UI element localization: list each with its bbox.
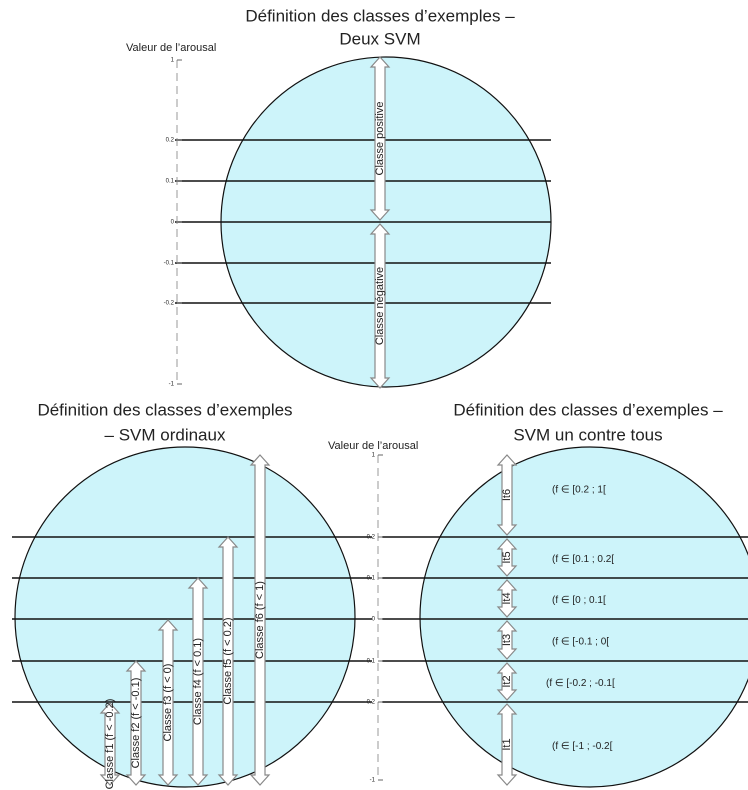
- circle: [419, 446, 748, 788]
- tick-label: 0.2: [367, 535, 376, 541]
- tick-label: -0.2: [365, 700, 376, 706]
- tick-label: -1: [370, 778, 376, 784]
- axis-label: Valeur de l’arousal: [126, 42, 216, 54]
- title-line: Deux SVM: [339, 29, 420, 48]
- interval-label: (f ∈ [-0.1 ; 0[: [552, 637, 609, 648]
- double-arrow: [187, 577, 209, 786]
- tick-label: 0: [171, 220, 175, 226]
- double-arrow: [496, 620, 518, 660]
- tick-label: 0: [372, 617, 376, 623]
- double-arrow: [369, 56, 391, 221]
- tick-label: -0.2: [164, 301, 175, 307]
- double-arrow: [125, 660, 147, 786]
- title-line: – SVM ordinaux: [105, 425, 226, 444]
- double-arrow: [496, 454, 518, 536]
- interval-label: (f ∈ [0 ; 0.1[: [552, 595, 606, 606]
- tick-label: -0.1: [164, 261, 175, 267]
- arrow-label: It6: [501, 489, 513, 501]
- tick-label: 1: [372, 453, 376, 459]
- arrow-label: Classe négative: [374, 267, 386, 345]
- double-arrow: [496, 662, 518, 701]
- tick-label: 0.1: [367, 576, 376, 582]
- double-arrow: [496, 538, 518, 577]
- interval-label: (f ∈ [0.1 ; 0.2[: [552, 554, 614, 565]
- double-arrow: [369, 223, 391, 389]
- arrow-label: Classe f2 (f < -0.1): [130, 678, 142, 769]
- arrow-label: Classe f1 (f < -0.2): [104, 699, 116, 790]
- interval-label: (f ∈ [-1 ; -0.2[: [552, 741, 613, 752]
- tick-label: -0.1: [365, 659, 376, 665]
- interval-label: (f ∈ [-0.2 ; -0.1[: [546, 678, 615, 689]
- arrow-label: Classe f3 (f < 0): [162, 664, 174, 742]
- double-arrow: [99, 702, 121, 786]
- arrow-label: It4: [501, 592, 513, 604]
- double-arrow: [157, 619, 179, 786]
- arrow-label: It1: [501, 738, 513, 750]
- tick-label: 0.2: [166, 138, 175, 144]
- arrow-label: Classe f6 (f < 1): [254, 581, 266, 659]
- arrow-label: It3: [501, 634, 513, 646]
- tick-label: -1: [169, 382, 175, 388]
- arrow-label: Classe f5 (f < 0.2): [222, 617, 234, 704]
- arrow-label: It5: [501, 551, 513, 563]
- tick-label: 0.1: [166, 179, 175, 185]
- title-line: Définition des classes d’exemples –: [245, 6, 515, 25]
- arrow-label: It2: [501, 675, 513, 687]
- double-arrow: [249, 454, 271, 786]
- double-arrow: [496, 579, 518, 618]
- arrow-label: Classe f4 (f < 0.1): [192, 638, 204, 725]
- title-line: Définition des classes d’exemples: [37, 400, 292, 419]
- tick-label: 1: [171, 58, 175, 64]
- arrow-label: Classe positive: [374, 102, 386, 176]
- title-line: Définition des classes d’exemples –: [453, 400, 723, 419]
- double-arrow: [217, 536, 239, 786]
- axis-label: Valeur de l’arousal: [328, 440, 418, 452]
- interval-label: (f ∈ [0.2 ; 1[: [552, 485, 606, 496]
- double-arrow: [496, 703, 518, 786]
- circle: [14, 446, 356, 788]
- title-line: SVM un contre tous: [513, 425, 662, 444]
